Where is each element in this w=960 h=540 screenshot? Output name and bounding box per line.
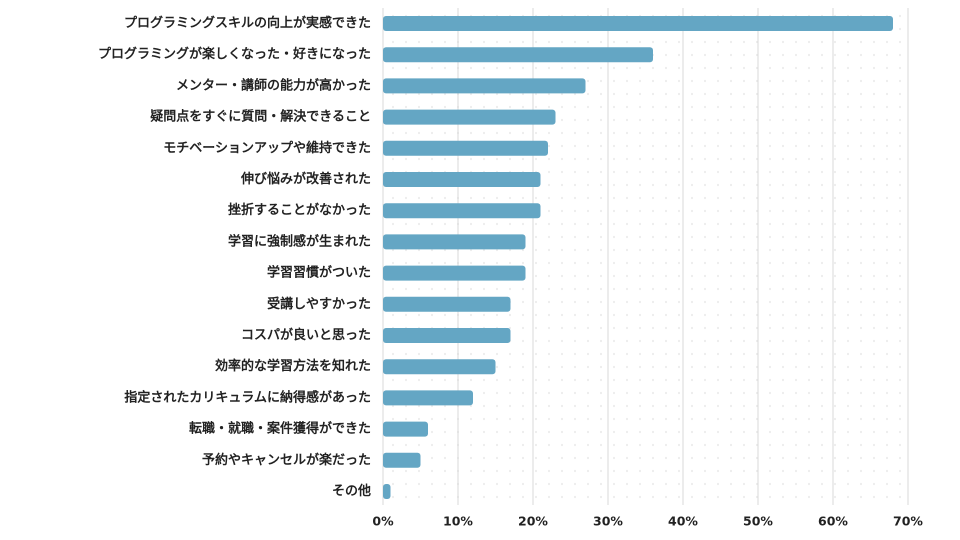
bar (383, 265, 526, 281)
category-label: 挫折することがなかった (228, 202, 371, 218)
category-label: モチベーションアップや維持できた (163, 140, 371, 156)
category-label: コスパが良いと思った (241, 327, 371, 343)
bar (383, 78, 586, 94)
bar (383, 421, 428, 437)
x-axis-tick-labels: 0% 10% 20% 30% 40% 50% 60% 70% (372, 514, 923, 529)
x-tick-label: 40% (668, 514, 698, 529)
x-tick-label: 30% (593, 514, 623, 529)
bar (383, 172, 541, 187)
category-label: 予約やキャンセルが楽だった (202, 452, 371, 468)
category-label: 学習に強制感が生まれた (228, 233, 371, 249)
bar (383, 234, 526, 250)
bar (383, 47, 653, 63)
x-tick-label: 60% (818, 514, 848, 529)
category-label: メンター・講師の能力が高かった (176, 77, 371, 93)
x-tick-label: 10% (443, 514, 473, 529)
bar (383, 296, 511, 312)
bar (383, 109, 556, 125)
bars (383, 16, 893, 499)
x-tick-label: 0% (372, 514, 394, 529)
category-label: プログラミングスキルの向上が実感できた (124, 15, 371, 31)
category-label: その他 (332, 483, 371, 499)
category-label: 転職・就職・案件獲得ができた (189, 421, 371, 437)
bar (383, 16, 893, 31)
bar (383, 484, 391, 499)
x-tick-label: 20% (518, 514, 548, 529)
bar (383, 328, 511, 343)
x-tick-label: 70% (893, 514, 923, 529)
bar (383, 359, 496, 375)
bar (383, 390, 473, 406)
category-label: 伸び悩みが改善された (240, 171, 371, 187)
category-label: 疑問点をすぐに質問・解決できること (150, 109, 371, 125)
category-label: 受講しやすかった (267, 296, 371, 312)
category-label: プログラミングが楽しくなった・好きになった (98, 46, 371, 62)
bar (383, 452, 421, 468)
category-label: 効率的な学習方法を知れた (215, 358, 371, 374)
category-labels: プログラミングスキルの向上が実感できたプログラミングが楽しくなった・好きになった… (98, 15, 371, 499)
bar (383, 140, 548, 156)
bar (383, 203, 541, 219)
category-label: 学習習慣がついた (267, 265, 371, 281)
x-tick-label: 50% (743, 514, 773, 529)
category-label: 指定されたカリキュラムに納得感があった (124, 389, 371, 405)
